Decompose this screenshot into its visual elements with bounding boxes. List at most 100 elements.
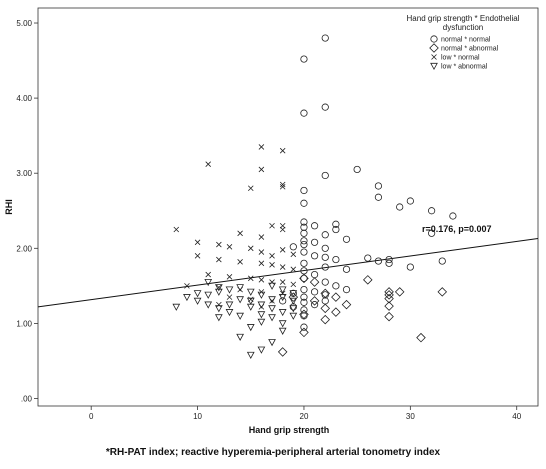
- legend-label: normal * abnormal: [441, 46, 499, 53]
- data-point-circle: [300, 286, 308, 294]
- data-point-triangle-down: [236, 333, 244, 341]
- data-point-circle: [310, 270, 319, 279]
- scatter-chart: 0 10 20 30 40 .00 1.00 2.00 3.00 4.00 5.00 Hand g…: [4, 7, 539, 435]
- data-point-circle: [300, 259, 308, 267]
- data-point-triangle-down: [214, 305, 223, 313]
- data-point-x: [258, 277, 265, 283]
- data-point-circle: [332, 225, 340, 234]
- data-point-circle: [428, 229, 436, 237]
- data-point-circle: [342, 235, 351, 243]
- data-point-diamond: [384, 311, 394, 322]
- data-point-circle: [300, 218, 308, 226]
- data-point-circle: [321, 231, 329, 239]
- data-point-circle: [321, 263, 329, 271]
- data-point-triangle-down: [289, 305, 298, 313]
- data-point-diamond: [320, 288, 330, 299]
- data-point-x: [216, 301, 222, 308]
- data-point-diamond: [299, 273, 309, 284]
- data-point-circle: [300, 237, 308, 245]
- data-point-circle: [342, 265, 351, 273]
- data-point-x: [258, 166, 265, 173]
- data-point-x: [279, 183, 286, 190]
- data-point-triangle-down: [257, 318, 266, 326]
- data-point-triangle-down: [204, 301, 213, 309]
- data-point-circle: [449, 212, 457, 220]
- data-point-circle: [396, 203, 404, 211]
- data-point-x: [173, 226, 180, 233]
- y-tick-label: .00: [21, 394, 33, 403]
- y-axis-ticks: .00 1.00 2.00 3.00 4.00 5.00: [16, 19, 38, 403]
- data-point-triangle-down: [268, 296, 276, 304]
- data-point-circle: [406, 197, 414, 205]
- data-point-circle: [300, 199, 308, 207]
- legend: Hand grip strength * Endothelial dysfunc…: [407, 14, 520, 71]
- data-point-triangle-down: [214, 314, 223, 322]
- data-point-x: [279, 147, 286, 154]
- data-point-triangle-down: [278, 327, 287, 335]
- data-point-diamond: [309, 277, 320, 287]
- data-point-diamond: [384, 293, 394, 304]
- data-point-circle: [321, 171, 329, 180]
- data-point-circle: [300, 229, 308, 237]
- data-point-circle: [300, 274, 308, 282]
- data-point-circle: [289, 243, 297, 251]
- data-point-x: [258, 144, 265, 150]
- plot-area-frame: [37, 7, 539, 407]
- y-tick-label: 4.00: [16, 94, 32, 103]
- data-point-x: [247, 245, 254, 252]
- data-point-circle: [332, 220, 340, 228]
- data-point-x: [290, 266, 297, 273]
- data-point-circle: [310, 238, 319, 246]
- data-point-triangle-down: [246, 324, 255, 332]
- data-point-circle: [300, 55, 308, 63]
- x-axis-ticks: 0 10 20 30 40: [89, 406, 522, 421]
- x-axis-title: Hand grip strength: [249, 425, 330, 435]
- data-point-circle: [300, 109, 308, 117]
- data-point-triangle-down: [225, 301, 234, 309]
- data-point-triangle-down: [278, 286, 287, 294]
- legend-marker-x: [431, 54, 437, 60]
- data-point-circle: [332, 255, 340, 264]
- y-axis-title: RHI: [4, 199, 14, 215]
- data-point-triangle-down: [289, 290, 298, 298]
- data-point-triangle-down: [172, 303, 181, 311]
- data-point-x: [237, 259, 243, 265]
- data-point-circle: [321, 103, 329, 111]
- y-tick-label: 1.00: [16, 319, 32, 328]
- data-point-x: [237, 230, 243, 237]
- data-point-circle: [353, 165, 361, 174]
- data-point-triangle-down: [246, 351, 255, 359]
- data-point-circle: [374, 193, 383, 201]
- legend-items: normal * normal normal * abnormal low * no…: [429, 35, 499, 71]
- legend-marker-diamond: [429, 43, 439, 53]
- data-point-circle: [310, 288, 319, 296]
- x-tick-label: 20: [300, 412, 309, 421]
- data-point-circle: [385, 259, 393, 267]
- data-point-diamond: [288, 292, 299, 302]
- data-point-x: [258, 249, 265, 255]
- data-point-circle: [385, 255, 393, 264]
- data-point-triangle-down: [193, 290, 202, 298]
- data-point-diamond: [320, 314, 330, 325]
- data-point-triangle-down: [268, 305, 276, 313]
- data-point-triangle-down: [214, 284, 223, 292]
- data-point-x: [258, 260, 265, 267]
- data-point-diamond: [384, 301, 394, 311]
- data-point-triangle-down: [236, 312, 244, 320]
- data-point-triangle-down: [289, 297, 298, 305]
- data-point-x: [258, 234, 265, 240]
- data-point-x: [290, 281, 297, 288]
- data-point-x: [205, 271, 211, 278]
- fit-line-group: [37, 238, 539, 308]
- data-point-triangle-down: [225, 286, 234, 294]
- data-point-x: [279, 247, 286, 253]
- data-point-circle: [364, 254, 372, 262]
- legend-marker-circle: [430, 35, 438, 43]
- data-point-circle: [321, 34, 329, 42]
- data-point-circle: [279, 297, 287, 305]
- x-tick-label: 40: [512, 412, 521, 421]
- data-point-diamond: [331, 292, 341, 302]
- data-point-x: [279, 226, 286, 233]
- data-point-x: [269, 253, 275, 259]
- data-point-triangle-down: [289, 312, 298, 320]
